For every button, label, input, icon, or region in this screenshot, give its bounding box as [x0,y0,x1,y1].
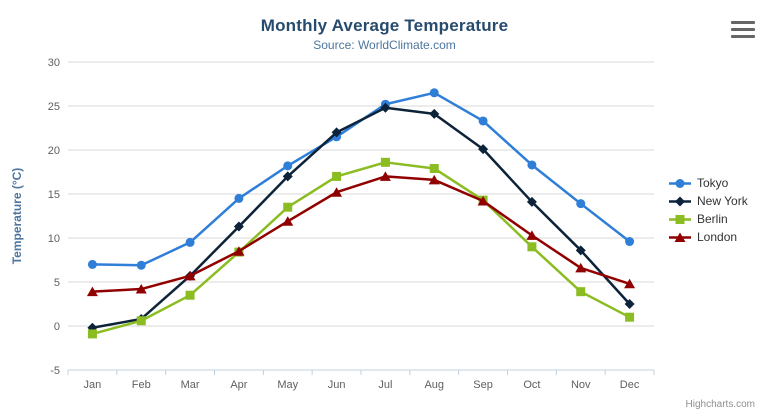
y-axis-tick-label: 10 [48,233,60,245]
marker-icon [283,161,293,171]
marker-icon [624,278,636,289]
marker-icon [135,284,147,294]
marker-icon [526,230,538,240]
marker-icon [136,260,146,270]
marker-icon [379,171,391,181]
marker-icon [526,196,537,207]
legend-item-new-york[interactable]: New York [668,192,748,210]
marker-icon [185,290,195,300]
legend-item-label: New York [697,194,748,208]
hamburger-icon [731,21,755,24]
marker-icon [478,144,489,155]
marker-icon [282,171,293,182]
x-axis-tick-label: Dec [620,379,640,391]
legend-marker-icon [669,196,691,206]
marker-icon [87,329,97,339]
legend-item-label: Tokyo [697,176,729,190]
marker-icon [624,299,635,309]
x-axis-tick-label: Jan [84,379,102,391]
marker-icon [234,193,244,203]
marker-icon [429,108,440,119]
series-line-tokyo [91,91,631,267]
legend-marker-icon [669,232,691,242]
series-line-berlin [91,161,631,336]
marker-icon [576,287,586,297]
x-axis-tick-label: May [277,379,298,391]
x-axis-tick-label: Apr [230,379,247,391]
hamburger-icon [731,35,755,38]
x-axis-tick-label: Jun [328,379,346,391]
y-axis-tick-label: 15 [48,189,60,201]
marker-icon [233,246,245,256]
marker-icon [429,163,439,173]
series-line-london [91,175,631,293]
legend-item-berlin[interactable]: Berlin [668,210,748,228]
marker-icon [331,127,342,138]
marker-icon [675,178,685,188]
x-axis-tick-label: Nov [571,379,591,391]
legend-marker-icon [669,214,691,224]
marker-icon [478,116,488,126]
marker-icon [625,237,635,247]
marker-icon [185,237,195,247]
marker-icon [282,216,294,226]
legend-item-label: London [697,230,738,244]
x-axis-tick-label: Mar [181,379,200,391]
marker-icon [86,286,98,297]
marker-icon [428,174,440,185]
marker-icon [380,157,390,167]
credits-link[interactable]: Highcharts.com [685,399,755,410]
y-axis-tick-label: 5 [54,277,60,289]
marker-icon [576,199,586,209]
hamburger-icon [731,28,755,31]
y-axis-tick-label: 0 [54,321,60,333]
marker-icon [527,160,537,170]
chart-subtitle: Source: WorldClimate.com [313,38,456,52]
chart-title: Monthly Average Temperature [260,16,509,35]
marker-icon [283,202,293,212]
marker-icon [575,245,586,256]
series-line-new-york [91,106,631,330]
x-axis-tick-label: Feb [132,379,151,391]
marker-icon [331,187,343,197]
marker-icon [184,270,196,281]
marker-icon [477,196,489,206]
x-axis-tick-label: Sep [473,379,493,391]
x-axis-tick-label: Oct [523,379,540,391]
export-menu-button[interactable] [731,20,755,39]
marker-icon [87,259,97,269]
marker-icon [674,232,686,242]
marker-icon [675,214,685,224]
y-axis-tick-label: -5 [50,365,60,377]
legend-item-tokyo[interactable]: Tokyo [668,174,748,192]
marker-icon [429,88,439,98]
y-axis-tick-label: 20 [48,145,60,157]
legend: Tokyo New York Berlin London [668,174,748,246]
legend-marker-icon [669,178,691,188]
marker-icon [136,316,146,326]
x-axis-tick-label: Jul [378,379,392,391]
marker-icon [625,312,635,322]
legend-item-label: Berlin [697,212,728,226]
y-axis-tick-label: 30 [48,57,60,69]
y-axis-tick-label: 25 [48,101,60,113]
marker-icon [575,262,587,273]
legend-item-london[interactable]: London [668,228,748,246]
x-axis-tick-label: Aug [424,379,444,391]
marker-icon [233,221,244,232]
marker-icon [380,102,391,113]
marker-icon [527,242,537,252]
marker-icon [675,196,685,206]
marker-icon [332,171,342,181]
